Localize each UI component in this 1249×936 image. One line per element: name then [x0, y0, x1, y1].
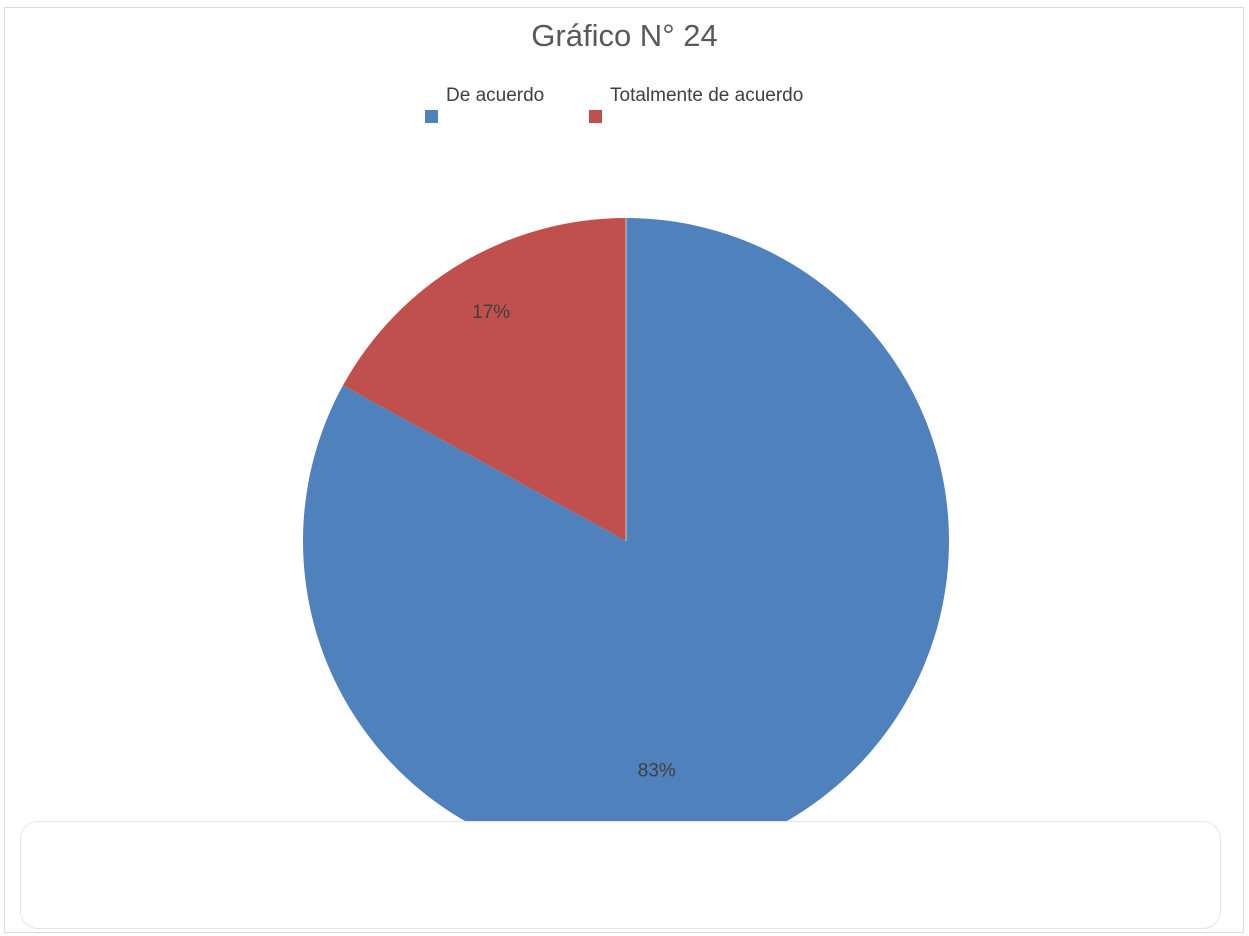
- legend-label-de-acuerdo: De acuerdo: [446, 85, 545, 106]
- chart-legend: De acuerdo Totalmente de acuerdo: [0, 85, 1249, 125]
- pie-slice-totalmente-de-acuerdo: [342, 218, 626, 541]
- data-label-de-acuerdo: 83%: [638, 761, 676, 782]
- empty-panel: [20, 821, 1221, 929]
- data-label-totalmente-de-acuerdo: 17%: [472, 302, 510, 323]
- legend-swatch-totalmente-de-acuerdo: [589, 110, 602, 123]
- chart-title: Gráfico N° 24: [531, 18, 718, 53]
- legend-swatch-de-acuerdo: [425, 110, 438, 123]
- legend-label-totalmente-de-acuerdo: Totalmente de acuerdo: [610, 85, 804, 106]
